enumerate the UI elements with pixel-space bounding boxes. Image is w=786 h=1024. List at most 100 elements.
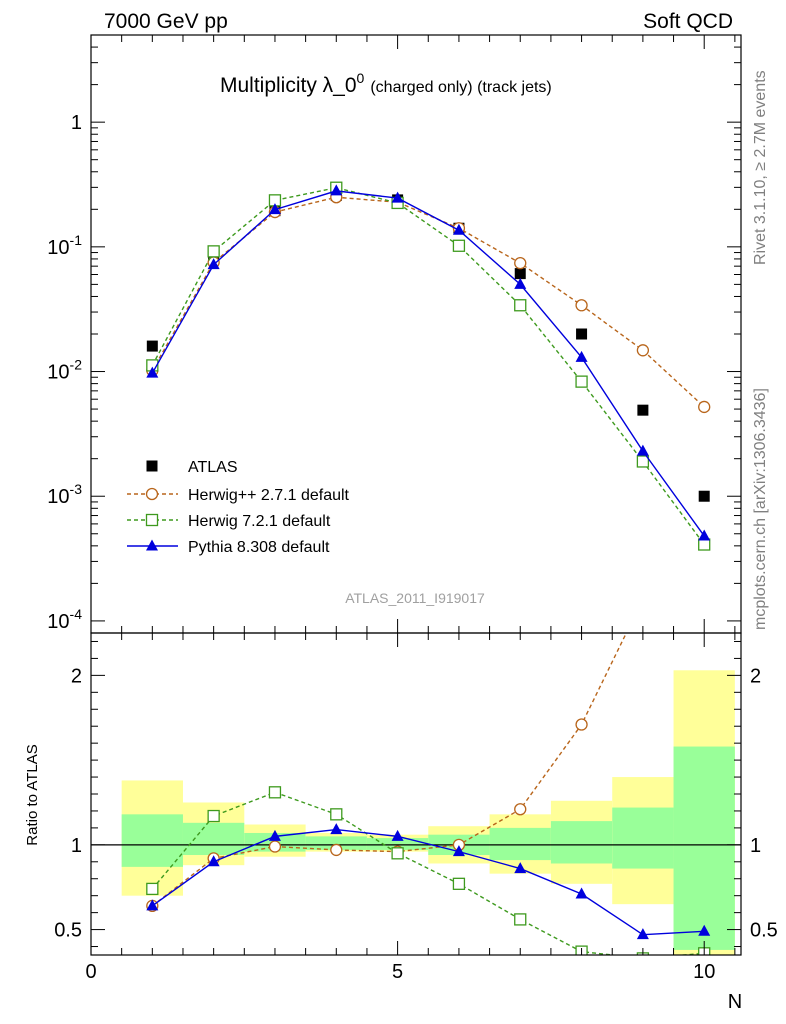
ratio-point [268, 786, 282, 799]
series-data [146, 190, 710, 502]
ratio-y-tick-label-right: 1 [750, 835, 761, 857]
legend-entry: Herwig 7.2.1 default [127, 513, 331, 530]
data-point [575, 375, 588, 388]
data-point [146, 340, 158, 352]
ratio-axis-ticks [90, 633, 741, 955]
ratio-point [575, 718, 588, 731]
legend-marker [146, 460, 158, 472]
mcplots-label: mcplots.cern.ch [arXiv:1306.3436] [752, 388, 769, 630]
ratio-series-pythia [146, 823, 711, 940]
ratio-point [330, 823, 343, 835]
ratio-point [330, 808, 343, 821]
rivet-version-label: Rivet 3.1.10, ≥ 2.7M events [752, 70, 769, 265]
data-point [698, 538, 711, 551]
ratio-point [698, 924, 711, 936]
band-inner [489, 827, 551, 861]
main-y-tick-labels: 10-4 10-3 10-2 10-1 1 [47, 112, 82, 633]
ratio-point [391, 829, 404, 841]
ratio-line [151, 828, 705, 936]
legend: ATLAS Herwig++ 2.7.1 default Herwig 7.2.1 … [127, 459, 350, 556]
x-tick-label: 10 [693, 961, 715, 983]
ratio-y-tick-label-right: 0.5 [750, 920, 778, 942]
category-label: Soft QCD [643, 10, 733, 33]
x-axis-label: N [728, 991, 742, 1013]
series-line [151, 190, 705, 537]
legend-label: Herwig++ 2.7.1 default [188, 487, 350, 504]
data-point [207, 258, 220, 270]
data-point [576, 328, 588, 340]
series-line [151, 196, 705, 408]
title-main: Multiplicity λ_0 [220, 74, 357, 97]
x-tick-label: 5 [392, 961, 403, 983]
data-point [207, 245, 220, 258]
legend-marker [145, 487, 159, 501]
ratio-point [391, 847, 404, 860]
ratio-point [146, 899, 159, 911]
data-point [514, 277, 527, 289]
ratio-point [146, 882, 159, 896]
band-inner [182, 822, 245, 856]
legend-entry: Herwig++ 2.7.1 default [127, 487, 350, 504]
ratio-y-tick-label-right: 2 [750, 665, 761, 687]
band-inner [673, 746, 735, 950]
data-point [452, 223, 465, 235]
ratio-y-tick-label: 1 [71, 835, 82, 857]
legend-entry: Pythia 8.308 default [127, 539, 330, 556]
data-point [698, 529, 711, 541]
plot-title: Multiplicity λ_00 (charged only) (track j… [220, 70, 552, 97]
title-superscript: 0 [357, 70, 365, 86]
main-axis-ticks [90, 34, 741, 633]
band-inner [121, 814, 183, 867]
legend-label: Pythia 8.308 default [188, 539, 330, 556]
data-point [636, 444, 649, 456]
y-tick-label: 10-2 [47, 357, 82, 384]
ratio-y-tick-label: 2 [71, 665, 82, 687]
ratio-point [452, 877, 466, 890]
ratio-point [207, 809, 220, 823]
series-pythia [146, 184, 711, 541]
band-inner [612, 807, 674, 869]
data-point [452, 239, 466, 252]
ratio-point [637, 594, 648, 605]
ratio-point [514, 862, 527, 874]
ratio-panel: 0.5 0.5 1 1 2 2 0 5 10 Ratio to ATLAS N [24, 594, 778, 1013]
y-tick-label: 10-1 [47, 232, 82, 259]
data-point [330, 184, 343, 196]
ratio-point [636, 928, 649, 940]
series-line [151, 186, 705, 545]
ratio-point [514, 803, 527, 816]
ratio-point [452, 845, 465, 857]
data-point [575, 299, 588, 312]
data-point [514, 268, 526, 280]
main-panel: 10-4 10-3 10-2 10-1 1 ATLAS_2011_I919017 ATL… [47, 34, 742, 634]
ratio-y-axis-label: Ratio to ATLAS [24, 744, 41, 845]
legend-entry: ATLAS [146, 459, 238, 476]
ratio-y-tick-label: 0.5 [54, 920, 82, 942]
legend-marker [146, 539, 158, 551]
data-point [268, 203, 281, 215]
ratio-point [268, 840, 282, 853]
ratio-point [330, 843, 343, 857]
ratio-line [151, 791, 705, 955]
energy-label: 7000 GeV pp [104, 10, 228, 33]
data-point [514, 257, 527, 270]
y-tick-label: 10-3 [47, 481, 82, 508]
y-tick-label: 10-4 [47, 606, 82, 633]
title-subtitle: (charged only) (track jets) [370, 79, 551, 96]
data-point [698, 400, 711, 414]
data-point [698, 490, 710, 502]
data-point [146, 366, 159, 378]
data-point [575, 350, 588, 362]
data-point [636, 344, 650, 357]
data-point [637, 404, 649, 416]
legend-label: Herwig 7.2.1 default [188, 513, 331, 530]
ratio-point [207, 855, 220, 867]
band-inner [366, 838, 429, 850]
band-inner [550, 821, 613, 864]
ratio-point [514, 913, 527, 926]
analysis-id-label: ATLAS_2011_I919017 [345, 590, 485, 606]
y-tick-label: 1 [71, 112, 82, 134]
ratio-point [268, 829, 281, 841]
legend-label: ATLAS [188, 459, 238, 476]
